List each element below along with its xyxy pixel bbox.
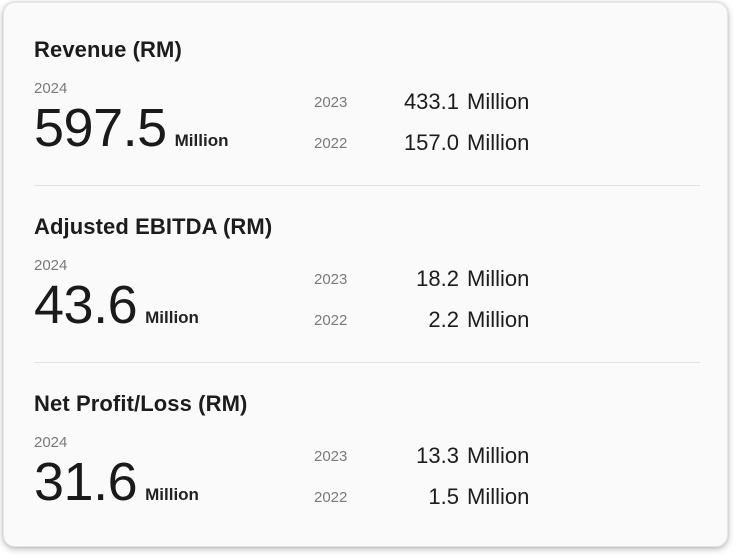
revenue-current-year: 2024: [34, 80, 68, 97]
ebitda-current-unit: Million: [145, 308, 199, 327]
net-profit-current-value: 31.6 Million: [34, 451, 199, 513]
ebitda-prev-unit: Million: [467, 307, 530, 332]
net-profit-prev-year: 2022: [314, 489, 348, 506]
ebitda-prev-number: 18.2: [416, 266, 459, 291]
revenue-prev-unit: Million: [467, 89, 530, 114]
revenue-prev-unit: Million: [467, 130, 530, 155]
ebitda-prev-number: 2.2: [428, 307, 459, 332]
revenue-prev-number: 157.0: [403, 130, 459, 155]
revenue-current-number: 597.5: [34, 98, 167, 158]
revenue-prev-year: 2023: [314, 94, 348, 111]
revenue-prev-year: 2022: [314, 135, 348, 152]
net-profit-prev-unit: Million: [467, 443, 530, 468]
revenue-prev-value: 157.0 Million: [404, 130, 544, 156]
revenue-prev-value: 433.1 Million: [404, 89, 544, 115]
net-profit-previous-row: 2022 1.5 Million: [314, 480, 544, 510]
revenue-title: Revenue (RM): [34, 37, 182, 62]
revenue-previous-row: 2022 157.0 Million: [314, 126, 544, 156]
net-profit-current-unit: Million: [145, 485, 199, 504]
revenue-section: Revenue (RM) 2024 597.5 Million 2023 433…: [34, 37, 700, 177]
ebitda-current-number: 43.6: [34, 275, 138, 335]
ebitda-prev-year: 2022: [314, 312, 348, 329]
net-profit-prev-number: 1.5: [428, 484, 459, 509]
net-profit-prev-value: 1.5 Million: [428, 484, 544, 510]
net-profit-title: Net Profit/Loss (RM): [34, 391, 248, 416]
ebitda-prev-year: 2023: [314, 271, 348, 288]
ebitda-prev-value: 18.2 Million: [416, 266, 544, 292]
ebitda-previous-row: 2022 2.2 Million: [314, 303, 544, 333]
revenue-current-value: 597.5 Million: [34, 97, 228, 159]
net-profit-current-year: 2024: [34, 434, 68, 451]
financial-summary-card: Revenue (RM) 2024 597.5 Million 2023 433…: [3, 2, 728, 547]
ebitda-previous-row: 2023 18.2 Million: [314, 262, 544, 292]
net-profit-prev-year: 2023: [314, 448, 348, 465]
ebitda-section: Adjusted EBITDA (RM) 2024 43.6 Million 2…: [34, 214, 700, 354]
net-profit-prev-number: 13.3: [416, 443, 459, 468]
net-profit-section: Net Profit/Loss (RM) 2024 31.6 Million 2…: [34, 391, 700, 531]
section-divider: [34, 362, 700, 363]
net-profit-prev-value: 13.3 Million: [416, 443, 544, 469]
net-profit-prev-unit: Million: [467, 484, 530, 509]
ebitda-current-year: 2024: [34, 257, 68, 274]
net-profit-previous-row: 2023 13.3 Million: [314, 439, 544, 469]
net-profit-current-number: 31.6: [34, 452, 138, 512]
ebitda-prev-value: 2.2 Million: [428, 307, 544, 333]
ebitda-prev-unit: Million: [467, 266, 530, 291]
revenue-previous-row: 2023 433.1 Million: [314, 85, 544, 115]
ebitda-current-value: 43.6 Million: [34, 274, 199, 336]
section-divider: [34, 185, 700, 186]
revenue-current-unit: Million: [174, 131, 229, 150]
ebitda-title: Adjusted EBITDA (RM): [34, 214, 273, 239]
revenue-prev-number: 433.1: [403, 89, 459, 114]
